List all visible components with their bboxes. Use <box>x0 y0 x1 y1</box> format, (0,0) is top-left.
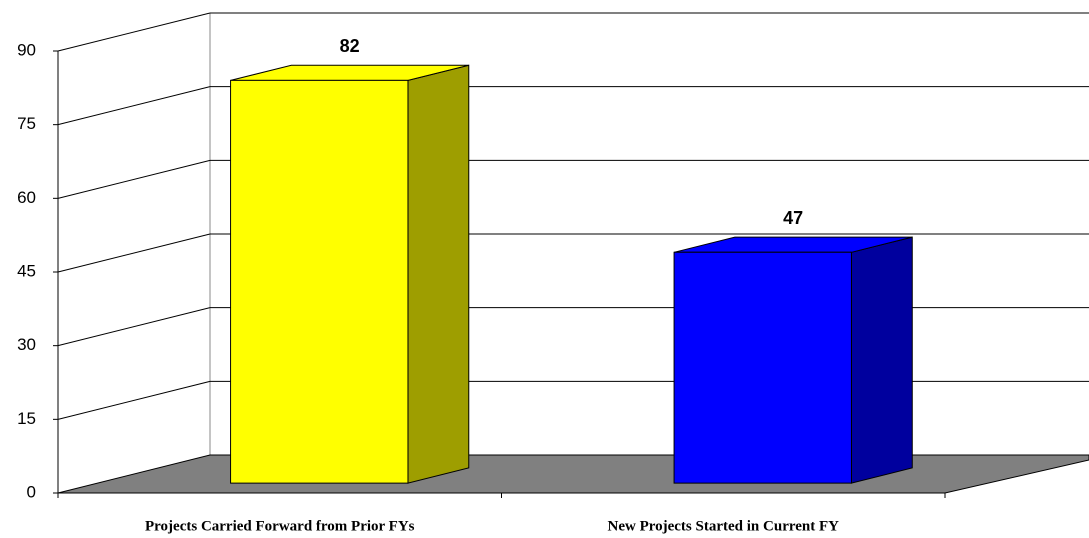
grid-line <box>57 233 211 273</box>
y-tick-label: 45 <box>17 261 36 280</box>
y-tick-label: 60 <box>17 188 36 207</box>
bar-side <box>850 236 913 484</box>
bar <box>230 79 409 484</box>
grid-line <box>57 86 211 126</box>
x-tick-label: New Projects Started in Current FY <box>608 518 840 534</box>
grid-line <box>57 12 211 52</box>
bar-side <box>407 64 470 484</box>
value-label: 47 <box>783 208 803 228</box>
y-tick-label: 75 <box>17 114 36 133</box>
y-tick-label: 30 <box>17 335 36 354</box>
grid-line <box>57 159 211 199</box>
grid-line <box>57 380 211 420</box>
grid-line <box>57 307 211 347</box>
floor <box>57 454 1089 494</box>
y-tick-label: 0 <box>27 482 36 501</box>
bar <box>673 251 852 484</box>
x-tick-label: Projects Carried Forward from Prior FYs <box>145 518 415 534</box>
y-tick-label: 15 <box>17 409 36 428</box>
value-label: 82 <box>340 36 360 56</box>
y-tick-label: 90 <box>17 40 36 59</box>
